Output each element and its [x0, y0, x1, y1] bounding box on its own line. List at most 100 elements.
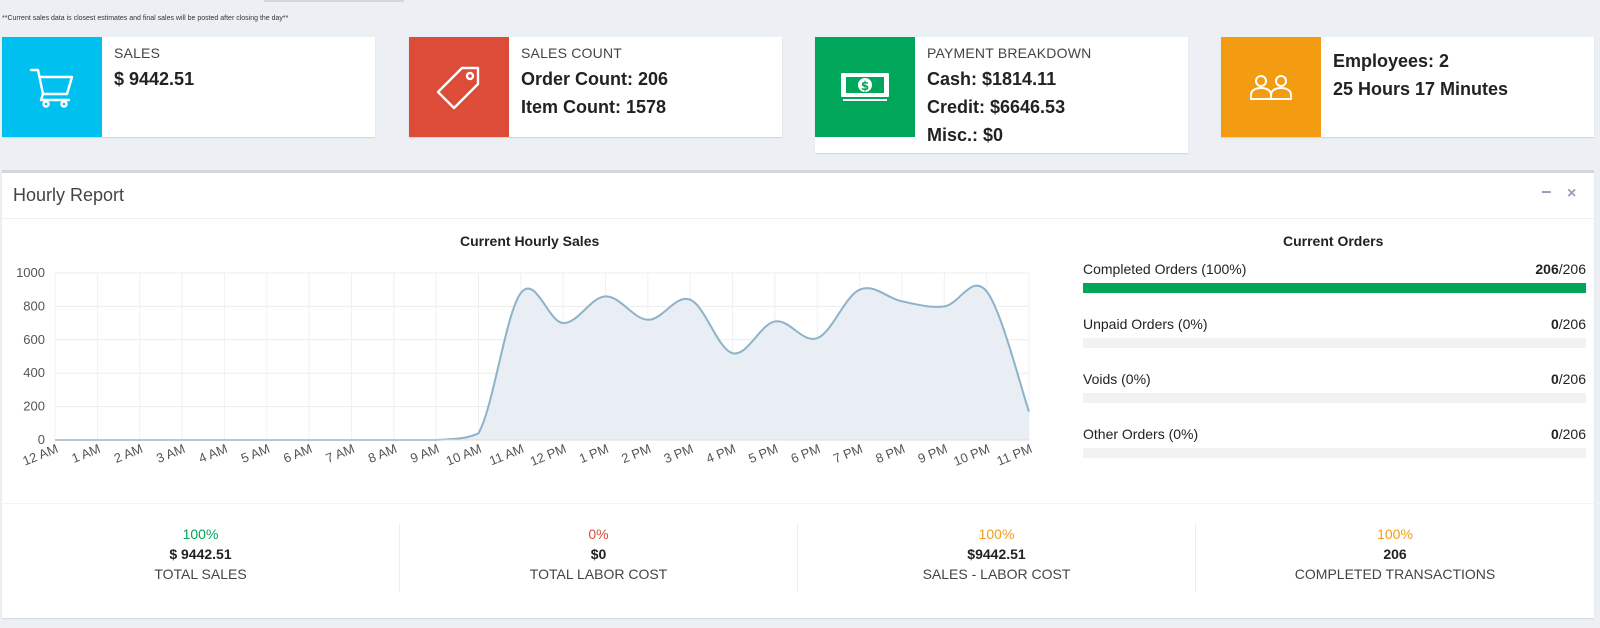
stat-label: SALES - LABOR COST: [922, 566, 1071, 582]
tag-icon: [409, 37, 509, 137]
order-count: Order Count: 206: [521, 69, 669, 89]
x-tick-label: 9 PM: [916, 441, 950, 466]
shopping-cart-icon: [2, 37, 102, 137]
stat-label: TOTAL SALES: [154, 566, 247, 582]
x-tick-label: 5 AM: [239, 441, 272, 466]
x-tick-label: 6 AM: [281, 441, 314, 466]
employees-value: Employees: 2: [1333, 51, 1450, 71]
x-tick-label: 4 AM: [196, 441, 229, 466]
x-tick-label: 9 AM: [408, 441, 441, 466]
order-progress-row: Completed Orders (100%) 206/206: [1083, 261, 1586, 281]
x-tick-label: 1 PM: [577, 441, 611, 466]
stat-value: $0: [590, 546, 607, 562]
close-button[interactable]: ×: [1567, 185, 1577, 202]
minimize-button[interactable]: −: [1541, 182, 1552, 202]
order-total: /206: [1558, 316, 1586, 332]
stat-completed-transactions: 100% 206 COMPLETED TRANSACTIONS: [1196, 524, 1594, 592]
chart-title: Current Hourly Sales: [460, 233, 600, 249]
stat-pct: 100%: [978, 526, 1015, 542]
x-tick-label: 8 PM: [873, 441, 907, 466]
y-tick-label: 1000: [16, 265, 45, 280]
order-progress-bar: [1083, 338, 1586, 348]
order-progress-number: 206/206: [1535, 261, 1586, 281]
order-progress-bar: [1083, 448, 1586, 458]
hourly-report-panel: Hourly Report − × Current Hourly Sales 0…: [2, 170, 1594, 618]
x-tick-label: 4 PM: [704, 441, 738, 466]
x-tick-label: 2 PM: [619, 441, 653, 466]
order-total: /206: [1558, 261, 1586, 277]
sales-notice: **Current sales data is closest estimate…: [2, 15, 289, 22]
x-tick-label: 2 AM: [112, 441, 145, 466]
employees-info-box: Employees: 2 25 Hours 17 Minutes: [1221, 37, 1594, 137]
x-tick-label: 11 AM: [487, 441, 526, 468]
order-count-number: 206: [1535, 261, 1559, 277]
order-progress-label: Other Orders (0%): [1083, 426, 1199, 442]
hours-value: 25 Hours 17 Minutes: [1333, 79, 1509, 99]
x-tick-label: 11 PM: [995, 441, 1035, 469]
x-tick-label: 10 AM: [444, 441, 484, 469]
sales-label: SALES: [114, 45, 161, 61]
order-count-number: 0: [1550, 426, 1559, 442]
order-progress-group: Voids (0%) 0/206: [1083, 371, 1586, 403]
order-progress-number: 0/206: [1551, 426, 1586, 446]
y-tick-label: 0: [38, 432, 45, 447]
panel-title: Hourly Report: [13, 185, 125, 205]
stat-value: $9442.51: [967, 546, 1026, 562]
x-tick-label: 3 AM: [154, 441, 187, 466]
sales-value: $ 9442.51: [114, 69, 195, 89]
summary-row: 100% $ 9442.51 TOTAL SALES 0% $0 TOTAL L…: [2, 503, 1594, 621]
x-tick-label: 3 PM: [662, 441, 696, 466]
y-tick-label: 800: [23, 298, 45, 313]
top-divider: [264, 0, 404, 2]
x-tick-label: 12 PM: [528, 441, 568, 469]
order-progress-group: Other Orders (0%) 0/206: [1083, 426, 1586, 458]
x-tick-label: 7 AM: [323, 441, 356, 466]
order-progress-fill: [1083, 283, 1586, 293]
stat-pct: 100%: [1377, 526, 1413, 542]
y-tick-label: 400: [23, 365, 45, 380]
order-progress-label: Voids (0%): [1083, 371, 1151, 387]
x-tick-label: 10 PM: [951, 441, 991, 469]
y-tick-label: 600: [23, 332, 45, 347]
sales-count-label: SALES COUNT: [521, 45, 622, 61]
misc-value: Misc.: $0: [927, 125, 1004, 145]
order-progress-label: Completed Orders (100%): [1083, 261, 1247, 277]
x-tick-label: 7 PM: [831, 441, 865, 466]
order-progress-bar: [1083, 393, 1586, 403]
stat-pct: 100%: [182, 526, 219, 542]
credit-value: Credit: $6646.53: [927, 97, 1066, 117]
users-icon: [1221, 37, 1321, 137]
item-count: Item Count: 1578: [521, 97, 667, 117]
stat-total-sales: 100% $ 9442.51 TOTAL SALES: [2, 524, 400, 592]
order-progress-bar: [1083, 283, 1586, 293]
order-progress-row: Unpaid Orders (0%) 0/206: [1083, 316, 1586, 336]
orders-title: Current Orders: [1283, 233, 1384, 249]
order-count-number: 0: [1550, 316, 1559, 332]
sales-info-box: SALES $ 9442.51: [2, 37, 375, 137]
cash-value: Cash: $1814.11: [927, 69, 1057, 89]
stat-value: 206: [1383, 546, 1407, 562]
y-tick-label: 200: [23, 399, 45, 414]
stat-label: TOTAL LABOR COST: [529, 566, 668, 582]
svg-text:$: $: [861, 79, 869, 93]
order-total: /206: [1558, 371, 1586, 387]
stat-label: COMPLETED TRANSACTIONS: [1294, 566, 1496, 582]
x-tick-label: 5 PM: [746, 441, 780, 466]
order-progress-row: Voids (0%) 0/206: [1083, 371, 1586, 391]
order-progress-row: Other Orders (0%) 0/206: [1083, 426, 1586, 446]
x-tick-label: 1 AM: [69, 441, 102, 466]
order-count-number: 0: [1550, 371, 1559, 387]
order-progress-number: 0/206: [1551, 371, 1586, 391]
order-progress-label: Unpaid Orders (0%): [1083, 316, 1208, 332]
x-tick-label: 8 AM: [366, 441, 399, 466]
stat-value: $ 9442.51: [169, 546, 232, 562]
payment-breakdown-info-box: $ PAYMENT BREAKDOWN Cash: $1814.11 Credi…: [815, 37, 1188, 153]
order-progress-number: 0/206: [1551, 316, 1586, 336]
order-progress-group: Unpaid Orders (0%) 0/206: [1083, 316, 1586, 348]
panel-header: Hourly Report − ×: [2, 173, 1594, 219]
x-tick-label: 6 PM: [789, 441, 823, 466]
order-progress-group: Completed Orders (100%) 206/206: [1083, 261, 1586, 293]
sales-area-fill: [55, 285, 1029, 440]
money-icon: $: [815, 37, 915, 137]
